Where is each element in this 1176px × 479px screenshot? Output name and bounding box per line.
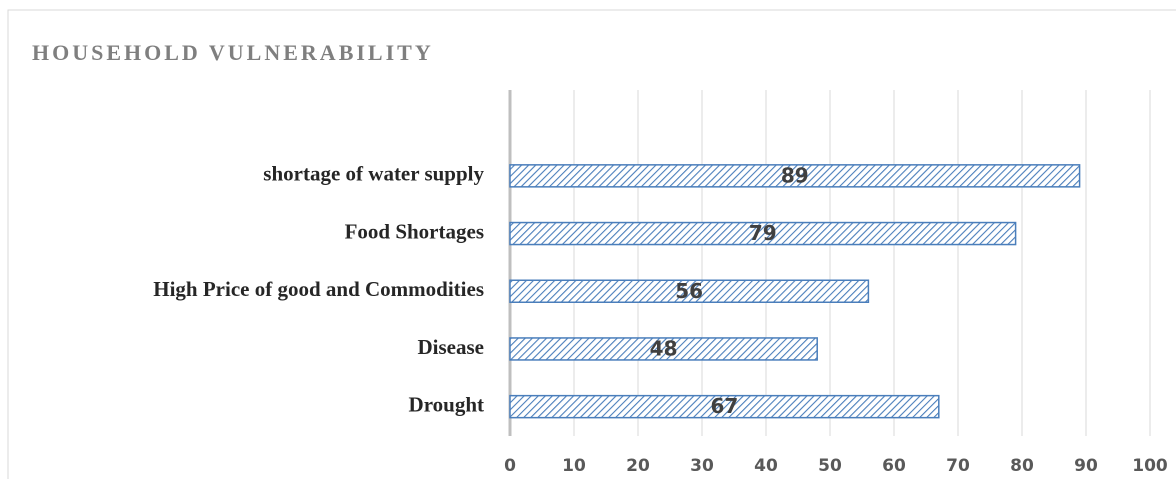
x-tick-label: 100 bbox=[1132, 456, 1168, 476]
category-label: shortage of water supply bbox=[263, 162, 484, 186]
chart-frame bbox=[7, 9, 1176, 479]
x-tick-label: 50 bbox=[818, 456, 842, 476]
bar bbox=[509, 279, 870, 303]
value-label: 67 bbox=[710, 394, 738, 418]
x-tick-label: 90 bbox=[1074, 456, 1098, 476]
value-label: 56 bbox=[675, 279, 703, 303]
x-tick-label: 10 bbox=[562, 456, 586, 476]
category-label: Food Shortages bbox=[345, 219, 484, 243]
category-label: Drought bbox=[409, 392, 484, 416]
value-label: 89 bbox=[781, 163, 809, 187]
x-tick-label: 80 bbox=[1010, 456, 1034, 476]
bar bbox=[509, 221, 1017, 246]
value-label: 48 bbox=[650, 336, 678, 360]
chart-title: HOUSEHOLD VULNERABILITY bbox=[32, 40, 434, 65]
x-tick-label: 40 bbox=[754, 456, 778, 476]
value-label: 79 bbox=[749, 221, 777, 245]
x-tick-label: 60 bbox=[882, 456, 906, 476]
x-tick-label: 20 bbox=[626, 456, 650, 476]
category-label: Disease bbox=[418, 335, 485, 359]
x-tick-label: 0 bbox=[504, 456, 516, 476]
x-tick-label: 70 bbox=[946, 456, 970, 476]
x-tick-label: 30 bbox=[690, 456, 714, 476]
category-label: High Price of good and Commodities bbox=[153, 277, 484, 301]
bar bbox=[509, 337, 818, 361]
bar bbox=[509, 164, 1081, 188]
bar bbox=[509, 394, 940, 419]
